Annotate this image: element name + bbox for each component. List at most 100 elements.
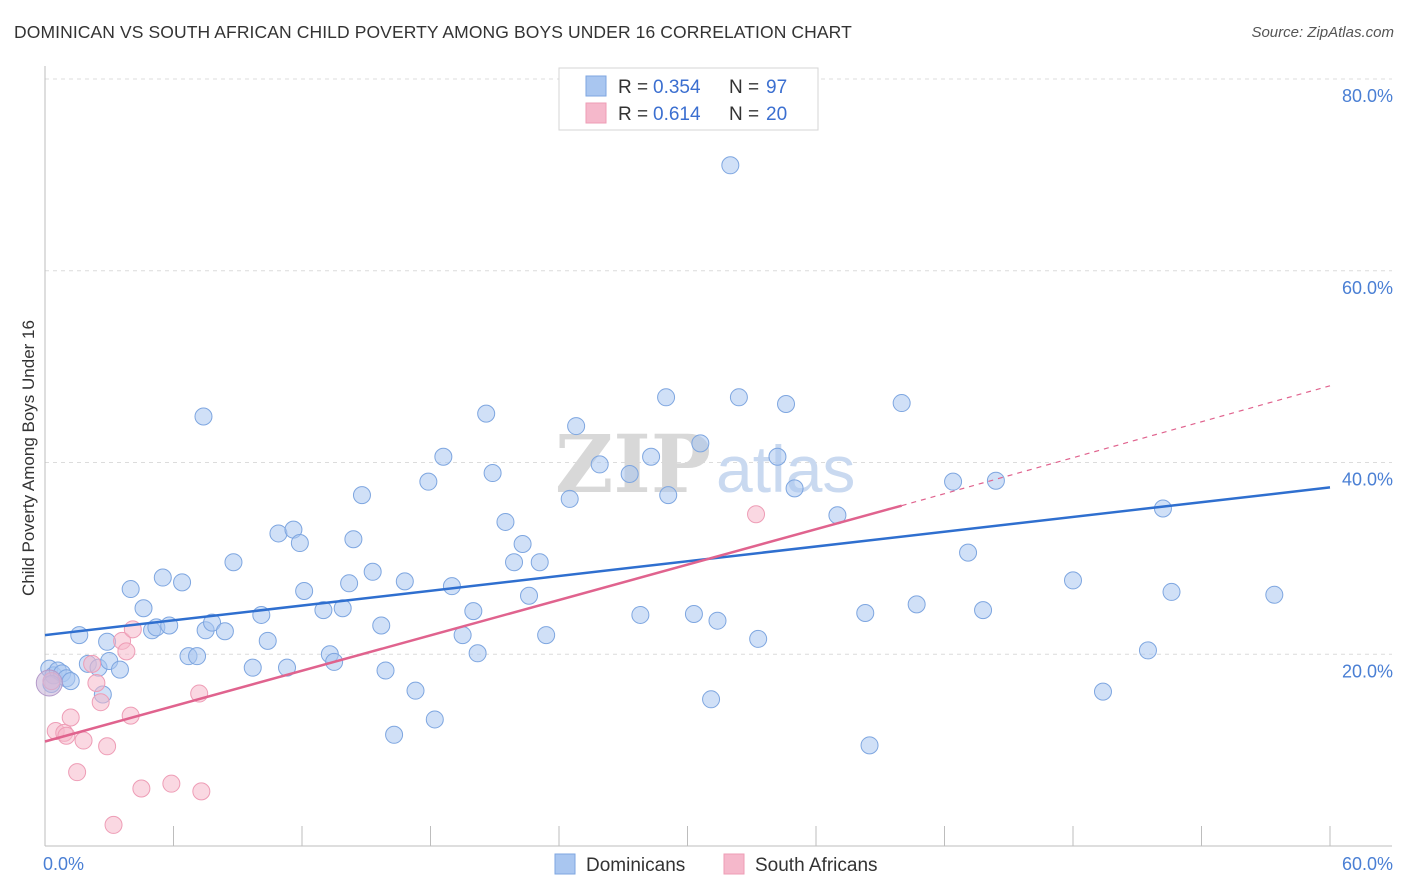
dominican-point [986,471,1005,490]
dominican-point [702,690,721,709]
south-africans-legend-swatch[interactable] [723,853,745,875]
legend-n-value: 97 [766,77,787,98]
south-african-point [132,779,151,798]
dominican-point [363,562,382,581]
dominican-point [203,613,222,632]
dominican-point [188,647,207,666]
dominican-point [520,586,539,605]
dominicans-legend-label[interactable]: Dominicans [586,855,685,876]
south-african-point [61,708,80,727]
dominican-point [691,434,710,453]
dominican-point [153,568,172,587]
y-tick-label: 60.0% [1342,278,1393,298]
dominican-point [243,658,262,677]
dominican-point [959,543,978,562]
dominican-point [785,479,804,498]
south-african-point [192,782,211,801]
dominican-point [385,725,404,744]
y-tick-label: 20.0% [1342,661,1393,681]
dominican-point [590,455,609,474]
watermark-text: atlas [716,432,855,506]
legend-bottom: Dominicans South Africans [554,853,878,876]
dominican-point [340,574,359,593]
legend-r-label: R = [618,77,648,98]
south-african-point [83,654,102,673]
dominican-point [749,629,768,648]
dominican-point [729,388,748,407]
dominican-point [659,486,678,505]
dominican-point [974,601,993,620]
dominican-point [631,605,650,624]
dominican-point [376,661,395,680]
dominican-point [777,395,796,414]
dominican-point [537,626,556,645]
dominican-point [856,604,875,623]
dominican-point [278,658,297,677]
y-tick-label: 80.0% [1342,86,1393,106]
legend-n-label: N = [729,104,759,125]
dominican-point [173,573,192,592]
dominican-point [560,489,579,508]
dominican-point [483,464,502,483]
dominican-point [121,580,140,599]
dominican-point [1265,585,1284,604]
dominican-point [442,577,461,596]
dominican-point [395,572,414,591]
source-label: Source: ZipAtlas.com [1251,24,1394,41]
dominican-point [1138,641,1157,660]
dominican-point [944,472,963,491]
south-african-point [162,774,181,793]
dominican-point [425,710,444,729]
dominican-point [642,447,661,466]
x-tick-label: 60.0% [1342,854,1393,874]
south-african-point [87,674,106,693]
y-tick-label: 40.0% [1342,470,1393,490]
dominican-point [684,604,703,623]
dominican-point [269,524,288,543]
legend-r-value: 0.614 [653,104,701,125]
dominican-point [70,626,89,645]
gridlines [45,78,1392,655]
legend-swatch [585,75,607,97]
overlap-point [35,669,63,697]
legend-swatch [585,102,607,124]
trend-lines [44,385,1331,743]
dominican-point [907,595,926,614]
south-african-point [74,731,93,750]
dominican-point [1064,571,1082,590]
dominican-point [224,553,243,572]
dominican-point [477,404,496,423]
dominican-trend-line [44,486,1331,637]
dominican-point [134,599,153,618]
south-african-point [68,763,87,782]
legend-r-value: 0.354 [653,77,701,98]
south-african-point [117,642,136,661]
dominican-point [372,616,391,635]
dominican-point [860,736,879,755]
tick-labels: 20.0% 40.0% 60.0% 80.0% 0.0% 60.0% [43,86,1393,874]
dominican-point [258,631,277,650]
dominican-point [215,622,234,641]
x-tick-label: 0.0% [43,854,84,874]
dominican-point [352,486,371,505]
chart-title: DOMINICAN VS SOUTH AFRICAN CHILD POVERTY… [14,22,852,42]
south-african-point [98,737,117,756]
dominican-point [1162,582,1181,601]
axes [44,66,1392,847]
dominican-point [708,611,727,630]
dominican-point [657,388,676,407]
dominican-point [505,553,524,572]
legend-top: R = 0.354 N = 97 R = 0.614 N = 20 [558,67,819,131]
dominican-point [567,417,586,436]
dominican-point [295,581,314,600]
data-points [35,156,1284,834]
south-african-trend-line [44,504,902,743]
dominican-point [194,407,213,426]
dominican-point [61,672,80,691]
dominican-point [721,156,740,175]
south-africans-legend-label[interactable]: South Africans [755,855,878,876]
dominican-point [290,534,309,553]
dominicans-legend-swatch[interactable] [554,853,576,875]
y-axis-title: Child Poverty Among Boys Under 16 [19,320,38,596]
